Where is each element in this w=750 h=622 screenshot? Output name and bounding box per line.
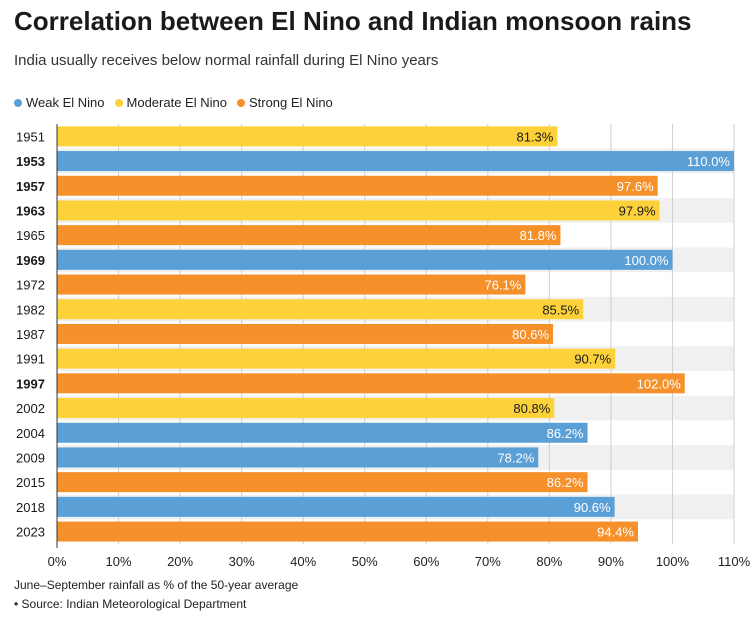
legend-item-strong: Strong El Nino [236,95,333,110]
bar-1953 [57,151,734,172]
bar-1969 [57,249,673,270]
bar-2009 [57,447,539,468]
chart-title: Correlation between El Nino and Indian m… [14,6,692,36]
x-tick-label: 110% [718,554,750,568]
bar-2015 [57,472,588,493]
category-label-1951: 1951 [16,129,45,144]
footer-source: • Source: Indian Meteorological Departme… [14,597,247,611]
category-label-1987: 1987 [16,327,45,342]
category-label-2009: 2009 [16,450,45,465]
data-label-1991: 90.7% [574,352,611,367]
x-tick-label: 100% [656,554,690,568]
bar-chart: 81.3% 1951 110.0% 1953 97.6% 1957 97.9% 1963 81.… [16,124,750,568]
bar-1957 [57,175,658,196]
category-label-1972: 1972 [16,278,45,293]
x-tick-label: 10% [106,554,132,568]
x-tick-label: 50% [352,554,378,568]
data-label-2002: 80.8% [513,401,550,416]
category-label-2002: 2002 [16,401,45,416]
data-label-1997: 102.0% [637,376,682,391]
category-label-2018: 2018 [16,500,45,515]
legend-item-moderate: Moderate El Nino [114,95,227,110]
x-tick-label: 90% [598,554,624,568]
data-label-1972: 76.1% [484,278,521,293]
data-label-1969: 100.0% [624,253,669,268]
data-label-2004: 86.2% [547,426,584,441]
category-label-2023: 2023 [16,525,45,540]
x-tick-label: 70% [475,554,501,568]
category-label-1991: 1991 [16,352,45,367]
category-label-1953: 1953 [16,154,45,169]
bar-1965 [57,225,561,246]
data-label-2018: 90.6% [574,500,611,515]
bar-2023 [57,521,638,542]
category-label-1957: 1957 [16,179,45,194]
bar-2018 [57,496,615,517]
x-tick-label: 60% [413,554,439,568]
legend-label-weak: Weak El Nino [26,95,105,110]
x-tick-label: 80% [536,554,562,568]
x-tick-label: 30% [229,554,255,568]
x-tick-label: 40% [290,554,316,568]
category-label-1969: 1969 [16,253,45,268]
data-label-1982: 85.5% [542,302,579,317]
data-label-1965: 81.8% [520,228,557,243]
chart-subtitle: India usually receives below normal rain… [14,52,439,69]
bar-1951 [57,126,558,147]
legend-dot-strong [236,98,245,107]
data-label-1951: 81.3% [516,129,553,144]
category-label-1963: 1963 [16,203,45,218]
category-label-1965: 1965 [16,228,45,243]
data-label-1953: 110.0% [687,154,731,169]
bar-1987 [57,323,554,344]
data-label-2015: 86.2% [547,475,584,490]
data-label-1987: 80.6% [512,327,549,342]
category-label-2015: 2015 [16,475,45,490]
x-tick-label: 0% [48,554,67,568]
data-label-1963: 97.9% [619,203,656,218]
bar-1972 [57,274,526,295]
bar-1991 [57,348,616,369]
bar-2004 [57,422,588,443]
footer-note: June–September rainfall as % of the 50-y… [14,578,299,592]
data-label-2023: 94.4% [597,525,634,540]
legend-label-strong: Strong El Nino [248,95,333,110]
bar-2002 [57,398,555,419]
legend-item-weak: Weak El Nino [14,95,105,110]
category-label-1982: 1982 [16,302,45,317]
category-label-1997: 1997 [16,376,45,391]
legend-dot-weak [14,98,22,107]
legend-label-moderate: Moderate El Nino [126,95,227,110]
legend: Weak El Nino Moderate El Nino Strong El … [14,95,333,110]
bar-1997 [57,373,685,394]
bar-1982 [57,299,584,320]
x-tick-label: 20% [167,554,193,568]
data-label-2009: 78.2% [497,450,534,465]
legend-dot-moderate [114,98,123,107]
data-label-1957: 97.6% [617,179,654,194]
category-label-2004: 2004 [16,426,45,441]
bar-1963 [57,200,660,221]
